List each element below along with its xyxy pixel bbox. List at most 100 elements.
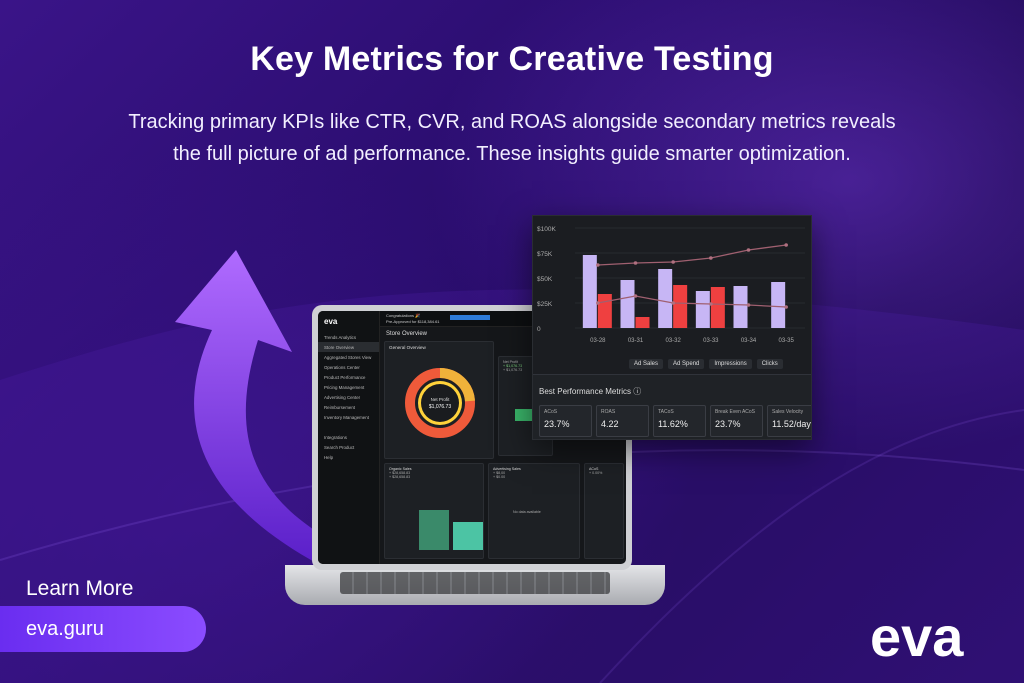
acos-title: ACoS xyxy=(589,467,599,471)
sidebar-item[interactable]: Reimbursement xyxy=(324,404,355,410)
trend-point xyxy=(596,301,600,305)
headline: Key Metrics for Creative Testing xyxy=(250,40,774,78)
y-tick-label: $100K xyxy=(537,226,556,233)
sidebar-item[interactable]: Inventory Management xyxy=(324,414,369,420)
net-profit-donut: Net Profit $1,076.73 xyxy=(405,367,475,438)
subtitle-line-2: the full picture of ad performance. Thes… xyxy=(173,143,851,165)
metric-label: TACoS xyxy=(658,409,674,415)
x-tick-label: 03-28 xyxy=(590,338,606,344)
y-tick-label: $75K xyxy=(537,251,553,258)
bar-ad-spend xyxy=(673,285,688,328)
bar-ad-sales xyxy=(695,291,710,328)
trend-point xyxy=(633,294,638,298)
sidebar-logo: eva xyxy=(324,317,338,326)
eva-logo: eva xyxy=(870,606,964,668)
filter-dropdown[interactable]: Impressions xyxy=(709,359,752,369)
acos-value: + 0.00% xyxy=(589,471,603,475)
trend-point xyxy=(784,243,788,247)
bar-ad-spend xyxy=(597,294,612,328)
sidebar-item[interactable]: Aggregated Stores View xyxy=(324,354,372,360)
sidebar-item[interactable]: Pricing Management xyxy=(324,384,365,390)
metric-value: 23.7% xyxy=(544,419,570,429)
y-tick-label: $25K xyxy=(537,301,553,308)
ad-performance-card: $100K $75K $50K $25K 0 03-28 03-31 03-32 03-33 03… xyxy=(532,215,812,440)
trend-point xyxy=(671,260,675,264)
x-tick-label: 03-33 xyxy=(703,338,719,344)
page-title: Store Overview xyxy=(386,331,428,337)
topbar-approval: Pre-Approved for $118,384.61 xyxy=(386,319,440,324)
x-tick-label: 03-34 xyxy=(741,338,757,344)
adv-no-data: No data available xyxy=(513,510,541,514)
eva-logo-text: eva xyxy=(870,606,964,668)
metric-label: ACoS xyxy=(544,409,558,415)
general-overview-panel: General Overview Net Profit $1,076.73 xyxy=(384,341,494,459)
adv-title: Advertising Sales xyxy=(493,467,521,471)
website-link-button[interactable]: eva.guru xyxy=(0,606,206,652)
sidebar-item[interactable]: Search Product xyxy=(324,444,355,450)
metric-label: Sales Velocity xyxy=(772,409,804,415)
subtitle-line-1: Tracking primary KPIs like CTR, CVR, and… xyxy=(128,111,896,133)
side-panel-title: Net Profit xyxy=(503,360,518,364)
best-performance-metrics: Best Performance Metrics ⓘ ACoS 23.7% ROAS… xyxy=(533,374,811,439)
metric-value: 11.52/day xyxy=(772,419,811,429)
sidebar-item[interactable]: Help xyxy=(324,454,334,460)
best-metrics-title-text: Best Performance Metrics xyxy=(539,387,632,396)
bar-ad-spend xyxy=(635,317,650,328)
panel-title: General Overview xyxy=(389,345,426,350)
metric-value: 4.22 xyxy=(601,419,619,429)
metric-card: TACoS 11.62% xyxy=(653,405,706,437)
trend-point xyxy=(671,301,675,305)
bar-ad-sales xyxy=(658,269,673,328)
filter-dropdown[interactable]: Ad Sales xyxy=(629,359,664,369)
x-tick-label: 03-31 xyxy=(628,338,644,344)
y-tick-label: $50K xyxy=(537,276,553,283)
y-tick-label: 0 xyxy=(537,326,541,333)
sidebar-item[interactable]: Trends Analytics xyxy=(324,334,357,340)
filter-dropdown[interactable]: Clicks xyxy=(756,359,783,369)
filter-dropdown[interactable]: Ad Spend xyxy=(668,359,705,369)
organic-sales-panel: Organic Sales + $28,658.83 + $28,658.83 xyxy=(384,463,484,559)
sidebar-item[interactable]: Advertising Center xyxy=(324,394,361,400)
trend-point xyxy=(596,263,600,267)
metric-value: 11.62% xyxy=(658,419,688,429)
sidebar-item[interactable]: Product Performance xyxy=(324,374,366,380)
x-tick-label: 03-35 xyxy=(778,338,794,344)
adv-value-2: + $0.00 xyxy=(493,475,506,479)
laptop-keyboard xyxy=(340,572,610,594)
subtitle: Tracking primary KPIs like CTR, CVR, and… xyxy=(40,106,984,170)
trend-point xyxy=(746,303,751,307)
learn-more-label: Learn More xyxy=(26,577,134,600)
metric-card: Break Even ACoS 23.7% xyxy=(710,405,763,437)
organic-bar-1 xyxy=(419,510,449,550)
metric-card: ACoS 23.7% xyxy=(539,405,592,437)
sidebar-item[interactable]: Store Overview xyxy=(318,342,379,352)
trend-point xyxy=(633,261,638,265)
trend-point xyxy=(709,256,713,260)
advertising-sales-panel: Advertising Sales + $8,00 + $0.00 No dat… xyxy=(488,463,580,559)
donut-label: Net Profit xyxy=(431,397,451,402)
organic-value-2: + $28,658.83 xyxy=(389,475,411,479)
metric-label: ROAS xyxy=(601,409,616,415)
sidebar-item[interactable]: Operations Center xyxy=(324,364,360,370)
metrics-row: ACoS 23.7% ROAS 4.22 TACoS 11.62% Break Even A… xyxy=(539,405,811,437)
acos-panel: ACoS + 0.00% xyxy=(584,463,624,559)
sidebar-item[interactable]: Integrations xyxy=(324,434,347,440)
sidebar-nav: Trends Analytics Store Overview Aggregated… xyxy=(318,332,379,462)
trend-point xyxy=(709,302,713,306)
x-tick-label: 03-32 xyxy=(665,338,681,344)
info-icon[interactable]: ⓘ xyxy=(633,387,642,396)
organic-title: Organic Sales xyxy=(389,467,412,471)
donut-value: $1,076.73 xyxy=(429,404,451,410)
topbar-congrats: Congratulations 🎉 xyxy=(386,313,421,318)
topbar-action-button[interactable] xyxy=(450,315,490,320)
bar-ad-sales xyxy=(771,282,786,328)
metric-value: 23.7% xyxy=(715,419,741,429)
bar-ad-spend xyxy=(710,287,725,328)
organic-bar-2 xyxy=(453,522,483,550)
trend-point xyxy=(746,248,751,252)
adv-value: + $8,00 xyxy=(493,471,506,475)
side-panel-value-1: + $1,076.73 xyxy=(503,364,523,368)
bar-ad-sales xyxy=(620,280,635,328)
bar-ad-sales xyxy=(733,286,748,328)
trend-line xyxy=(597,295,787,308)
